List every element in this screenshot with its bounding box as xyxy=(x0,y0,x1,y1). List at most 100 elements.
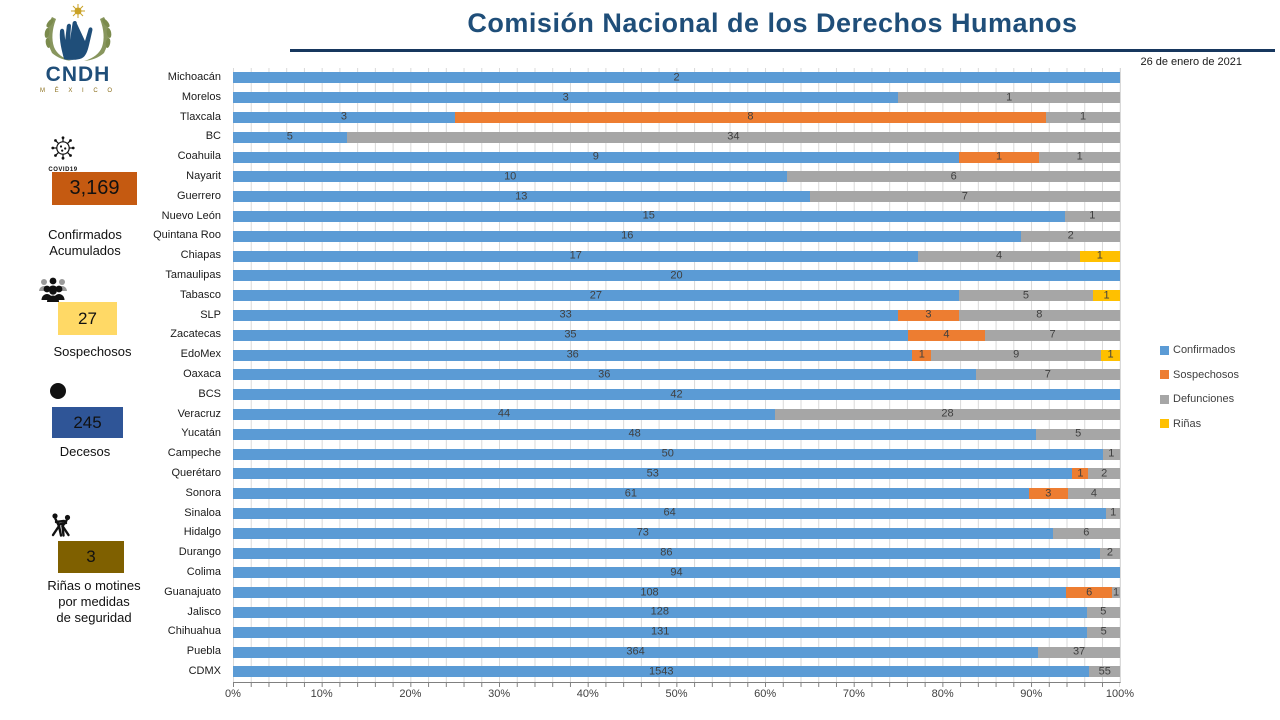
x-tick-label: 30% xyxy=(488,688,511,700)
bar-segment-sospechosos: 8 xyxy=(454,110,1047,123)
bar-segment-confirmados: 13 xyxy=(233,191,810,203)
state-label: Hidalgo xyxy=(183,526,221,539)
stacked-bar: 36 7 xyxy=(233,368,1120,381)
legend-item-confirmados: Confirmados xyxy=(1160,338,1239,363)
bar-segment-defunciones: 8 xyxy=(958,308,1120,321)
bar-row: 9 1 1 xyxy=(233,147,1120,167)
bar-segment-defunciones: 2 xyxy=(1088,468,1120,480)
bar-value-label: 1 xyxy=(918,348,925,361)
bar-row: 36 1 9 1 xyxy=(233,345,1120,365)
sospechosos-value-box: 27 xyxy=(58,302,117,335)
bar-segment-confirmados: 50 xyxy=(233,448,1103,460)
state-label: Nayarit xyxy=(186,169,221,182)
bar-row: 35 4 7 xyxy=(233,325,1120,345)
bar-row: 27 5 1 xyxy=(233,286,1120,306)
bar-value-label: 131 xyxy=(651,625,670,638)
state-label: Michoacán xyxy=(167,71,221,83)
bar-segment-defunciones: 5 xyxy=(1036,427,1120,440)
bar-value-label: 5 xyxy=(1100,625,1107,638)
rinas-value-box: 3 xyxy=(58,541,124,573)
bar-row: 36 7 xyxy=(233,365,1120,385)
bar-value-label: 3 xyxy=(562,91,569,104)
state-label: SLP xyxy=(200,308,221,321)
stacked-bar: 27 5 1 xyxy=(233,290,1120,302)
stacked-bar: 64 1 xyxy=(233,507,1120,519)
bar-segment-defunciones: 5 xyxy=(1086,606,1120,618)
bar-value-label: 94 xyxy=(670,566,683,579)
stacked-bar: 50 1 xyxy=(233,448,1120,460)
bar-segment-sospechosos: 1 xyxy=(1072,467,1089,480)
state-label: EdoMex xyxy=(180,348,221,361)
rinas-label-line1: Riñas o motines xyxy=(47,578,141,593)
bar-value-label: 9 xyxy=(592,150,599,163)
stacked-bar: 17 4 1 xyxy=(233,249,1120,262)
bar-value-label: 8 xyxy=(1036,308,1043,321)
bar-value-label: 37 xyxy=(1072,645,1086,658)
bar-segment-defunciones: 2 xyxy=(1021,229,1120,242)
bar-segment-defunciones: 5 xyxy=(1087,625,1120,638)
bar-segment-defunciones: 5 xyxy=(958,290,1094,302)
bar-value-label: 5 xyxy=(1075,427,1082,440)
plot-area: 2 3 1 3 8 1 5 34 9 1 1 10 6 13 7 15 1 16 2 17 4 1 20 27 5 1 33 3 8 35… xyxy=(233,68,1121,683)
stacked-bar: 13 7 xyxy=(233,190,1120,203)
bar-segment-confirmados: 2 xyxy=(233,71,1120,84)
bar-value-label: 36 xyxy=(598,368,611,381)
legend-label-rinas: Riñas xyxy=(1173,417,1202,430)
decesos-label: Decesos xyxy=(30,444,140,460)
hand-icon xyxy=(59,20,93,60)
people-icon-block xyxy=(36,276,70,307)
state-label: Puebla xyxy=(186,645,221,658)
stacked-bar: 35 4 7 xyxy=(233,328,1120,341)
bar-value-label: 364 xyxy=(626,645,645,658)
state-label: BC xyxy=(205,130,221,143)
bar-value-label: 2 xyxy=(1067,229,1074,242)
bar-row: 86 2 xyxy=(233,543,1120,563)
decesos-label-line1: Decesos xyxy=(59,444,111,459)
bar-value-label: 1 xyxy=(1079,110,1087,123)
bar-segment-confirmados: 364 xyxy=(233,645,1039,658)
bar-row: 17 4 1 xyxy=(233,246,1120,266)
bar-value-label: 7 xyxy=(961,190,968,203)
legend-item-rinas: Riñas xyxy=(1160,412,1239,437)
bar-row: 108 6 1 xyxy=(233,583,1120,603)
bar-row: 15 1 xyxy=(233,207,1120,227)
bar-segment-defunciones: 1 xyxy=(1102,448,1120,460)
bar-segment-confirmados: 36 xyxy=(233,349,913,361)
stacked-bar: 15 1 xyxy=(233,210,1120,222)
bar-value-label: 8 xyxy=(747,110,754,123)
bar-segment-sospechosos: 6 xyxy=(1066,587,1113,599)
people-icon xyxy=(39,277,67,302)
bar-value-label: 53 xyxy=(646,467,659,480)
bar-segment-confirmados: 42 xyxy=(233,389,1120,401)
confirmados-value-box: 3,169 xyxy=(52,172,137,205)
bar-segment-confirmados: 73 xyxy=(233,526,1053,539)
state-label: Morelos xyxy=(181,90,221,103)
bar-segment-defunciones: 28 xyxy=(775,408,1120,420)
bar-segment-defunciones: 37 xyxy=(1038,645,1120,658)
bar-value-label: 2 xyxy=(673,71,680,84)
bar-segment-rinas: 1 xyxy=(1079,250,1120,262)
bar-value-label: 73 xyxy=(636,526,649,539)
rinas-label: Riñas o motines por medidas de seguridad xyxy=(10,578,178,626)
stacked-bar: 33 3 8 xyxy=(233,308,1120,321)
stacked-bar: 42 xyxy=(233,389,1120,401)
legend-label-sospechosos: Sospechosos xyxy=(1173,368,1240,381)
bar-value-label: 17 xyxy=(569,249,582,262)
bar-value-label: 33 xyxy=(559,308,572,321)
x-tick-label: 60% xyxy=(754,688,777,700)
sospechosos-label: Sospechosos xyxy=(10,344,175,360)
bar-value-label: 55 xyxy=(1098,665,1111,678)
state-label: Zacatecas xyxy=(170,328,221,341)
bar-value-label: 1 xyxy=(1077,467,1084,480)
bar-segment-defunciones: 55 xyxy=(1089,665,1120,678)
cndh-logo: CNDH M É X I C O xyxy=(8,3,148,94)
bar-value-label: 4 xyxy=(943,328,950,341)
legend-swatch-confirmados xyxy=(1160,345,1169,355)
state-label: Sonora xyxy=(185,486,221,499)
bar-row: 61 3 4 xyxy=(233,484,1120,504)
bar-row: 73 6 xyxy=(233,523,1120,543)
state-label: Tabasco xyxy=(180,288,221,301)
stacked-bar: 128 5 xyxy=(233,606,1120,618)
bar-segment-defunciones: 1 xyxy=(1064,210,1120,222)
